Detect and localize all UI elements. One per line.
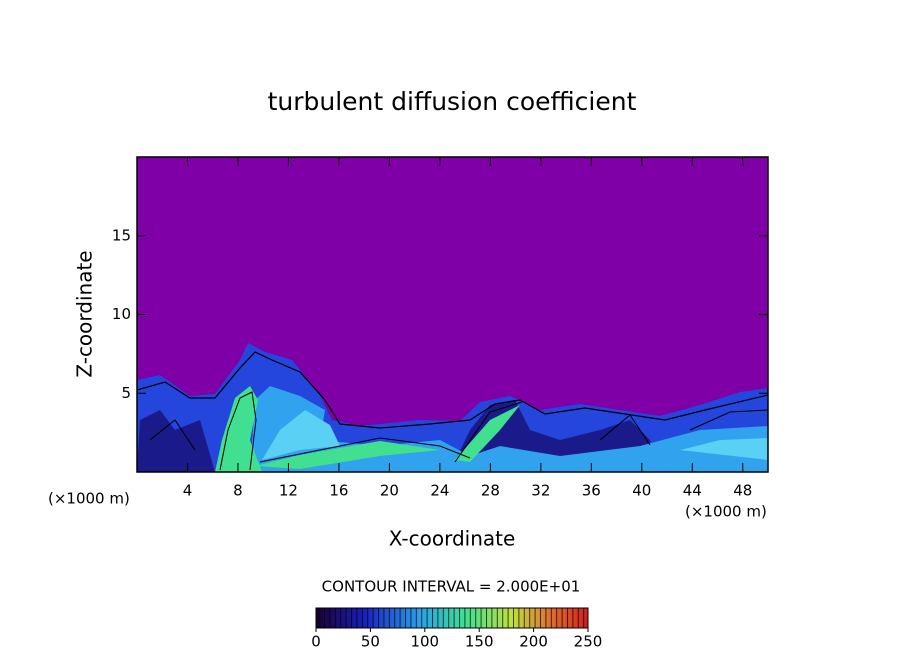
field-region xyxy=(262,410,768,460)
x-tick-label: 16 xyxy=(329,482,348,500)
field-region xyxy=(215,386,520,472)
x-tick-label: 8 xyxy=(233,482,243,500)
y-tick-label: 15 xyxy=(112,226,131,244)
colorbar-lines xyxy=(315,607,589,629)
x-tick-label: 28 xyxy=(481,482,500,500)
x-axis-label: X-coordinate xyxy=(389,527,516,551)
contour-line xyxy=(149,391,768,471)
x-unit-label: (×1000 m) xyxy=(685,503,767,521)
x-tick-label: 4 xyxy=(183,482,193,500)
x-tick-label: 48 xyxy=(733,482,752,500)
colorbar-tick-label: 150 xyxy=(465,633,494,651)
y-axis-label: Z-coordinate xyxy=(73,250,97,377)
x-tick-label: 44 xyxy=(683,482,702,500)
contour-interval: CONTOUR INTERVAL = 2.000E+01 xyxy=(322,578,581,596)
colorbar-tick-label: 0 xyxy=(311,633,321,651)
x-tick-label: 40 xyxy=(632,482,651,500)
colorbar-tick-label: 50 xyxy=(361,633,380,651)
x-tick-label: 32 xyxy=(531,482,550,500)
colorbar-tick-label: 100 xyxy=(410,633,439,651)
x-unit-label: (×1000 m) xyxy=(48,490,130,508)
colorbar-tick-label: 250 xyxy=(574,633,603,651)
colorbar-tick-label: 200 xyxy=(519,633,548,651)
chart-title: turbulent diffusion coefficient xyxy=(268,87,637,116)
contour-line xyxy=(137,351,768,429)
y-tick-label: 5 xyxy=(121,384,131,402)
y-tick-label: 10 xyxy=(112,305,131,323)
x-tick-label: 24 xyxy=(430,482,449,500)
x-tick-label: 12 xyxy=(279,482,298,500)
x-tick-label: 36 xyxy=(582,482,601,500)
x-tick-label: 20 xyxy=(380,482,399,500)
contour-field xyxy=(137,157,768,472)
